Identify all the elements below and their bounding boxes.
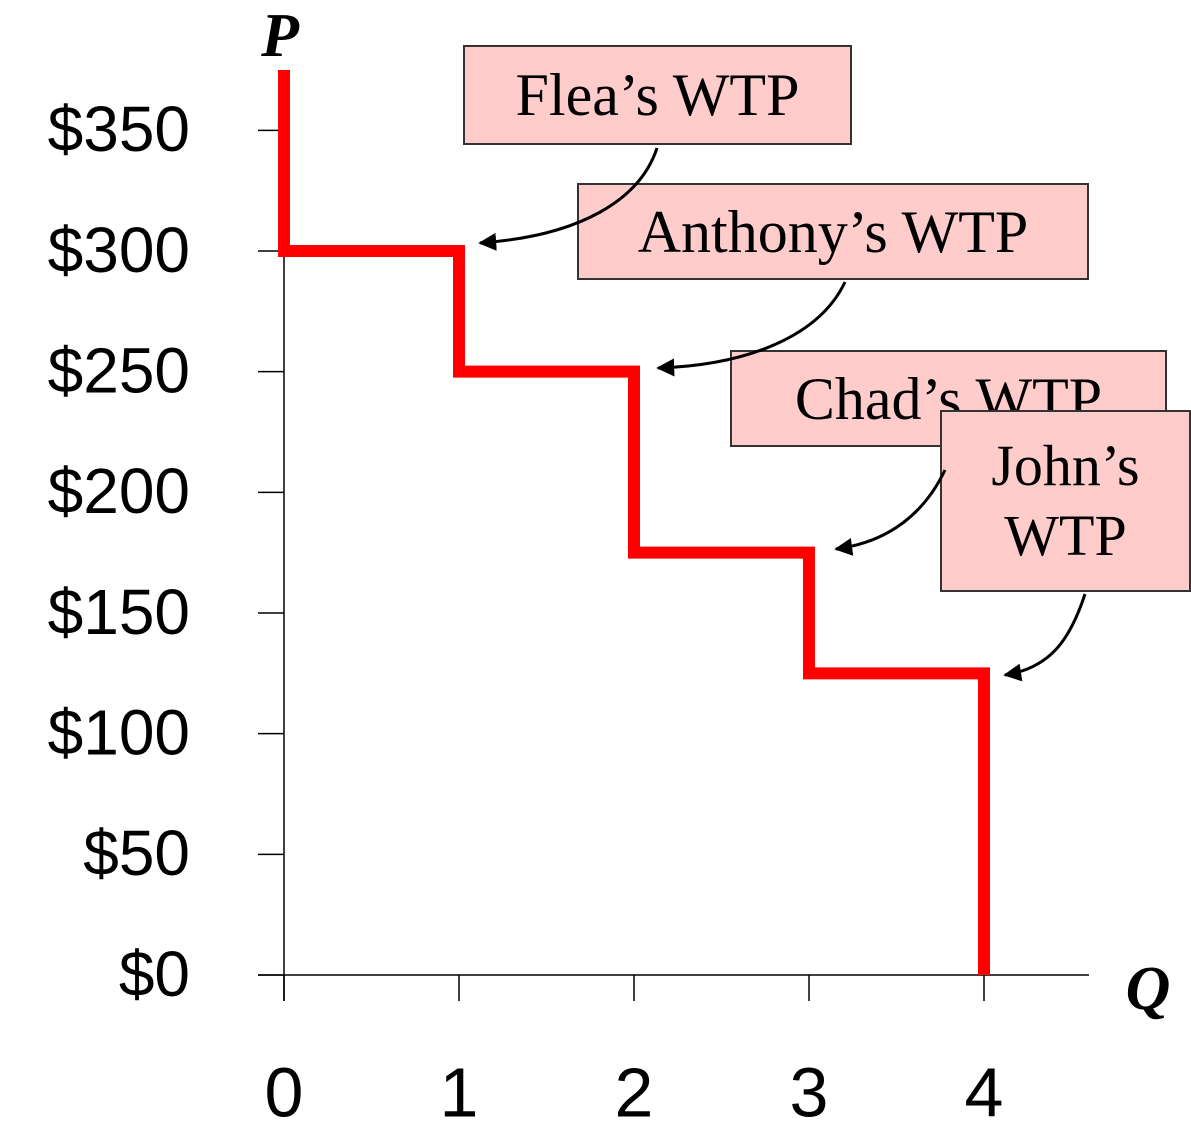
x-tick-label: 0 <box>265 1053 304 1128</box>
y-axis-label: P <box>260 2 300 70</box>
y-tick-label: $100 <box>48 697 190 769</box>
y-tick-label: $0 <box>119 938 190 1010</box>
arrow <box>834 469 947 556</box>
x-tick-label: 3 <box>790 1053 829 1128</box>
x-axis-label: Q <box>1126 955 1171 1023</box>
annotation: Anthony’s WTP <box>577 183 1089 280</box>
y-tick-label: $50 <box>83 817 190 889</box>
y-tick-label: $150 <box>48 576 190 648</box>
arrow <box>1003 593 1087 682</box>
y-tick-label: $200 <box>48 455 190 527</box>
arrow <box>656 281 847 377</box>
annotation: John’s WTP <box>940 410 1191 592</box>
x-tick-label: 1 <box>440 1053 479 1128</box>
x-tick-label: 4 <box>965 1053 1004 1128</box>
y-tick-label: $350 <box>48 93 190 165</box>
arrow <box>478 147 659 251</box>
y-tick-label: $300 <box>48 214 190 286</box>
annotation: Flea’s WTP <box>463 45 852 145</box>
y-tick-label: $250 <box>48 335 190 407</box>
x-tick-label: 2 <box>615 1053 654 1128</box>
